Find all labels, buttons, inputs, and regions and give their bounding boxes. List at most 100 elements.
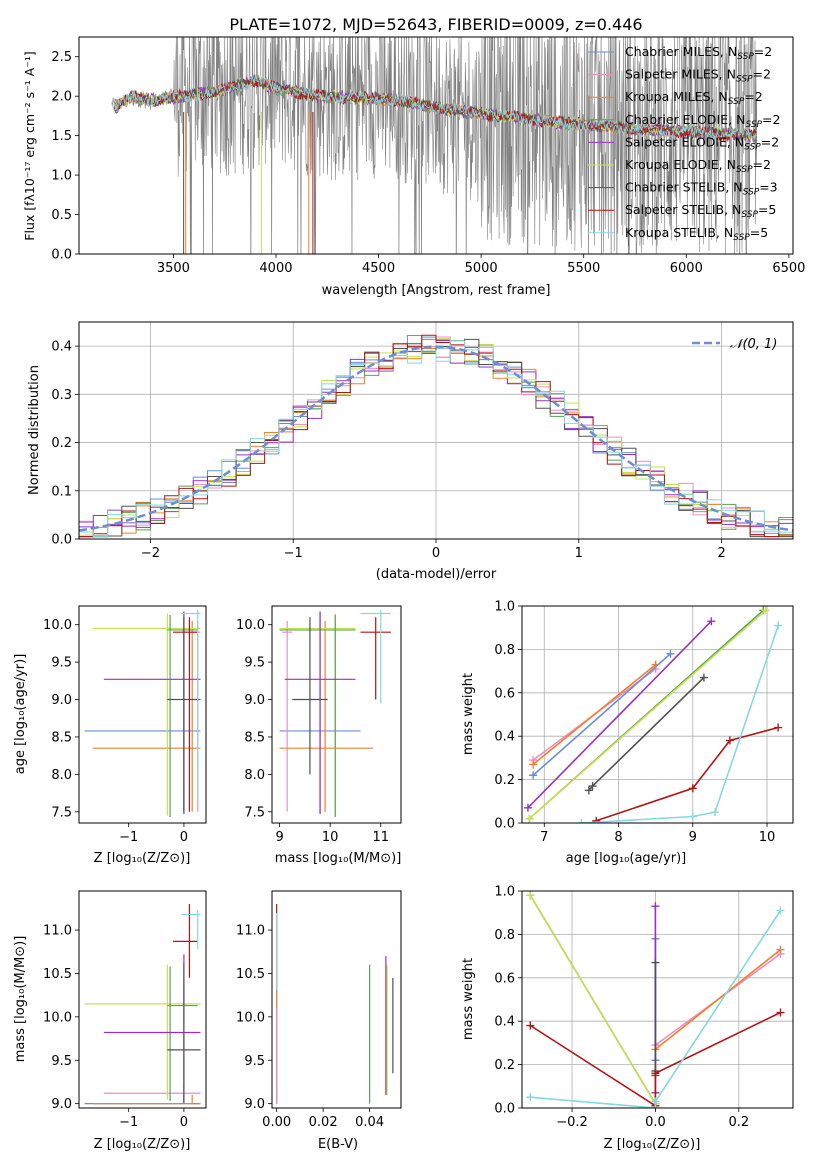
weight-marker (711, 808, 720, 817)
weight-line-4 (527, 620, 712, 809)
weight-line-8 (595, 726, 779, 822)
residual-histogram-panel: −2 −1 0 1 2 0.0 0.1 0.2 0.3 0.4 𝒩(0, 1) (data-model… (27, 321, 794, 582)
y-tick-label: 1.0 (494, 885, 515, 900)
y-tick-label: 10.5 (236, 967, 265, 982)
y-tick-label: 10.0 (236, 618, 265, 633)
y-tick-label: 9.5 (244, 656, 265, 671)
weight-marker (776, 945, 785, 954)
weight-marker (651, 958, 660, 967)
x-tick-label: 4000 (259, 261, 292, 276)
x-tick-label: 3500 (157, 261, 190, 276)
y-tick-label: 0.4 (494, 730, 515, 745)
y-axis-label: mass weight (461, 673, 476, 755)
x-tick-label: 5500 (567, 261, 600, 276)
x-tick-label: −2 (141, 546, 160, 561)
legend: Chabrier MILES, NSSP=2 Salpeter MILES, NS… (588, 44, 780, 243)
x-tick-label: 11 (372, 830, 389, 845)
x-tick-label: −1 (284, 546, 303, 561)
weight-marker (774, 621, 783, 630)
x-tick-label: 0.0 (645, 1115, 666, 1130)
mass-vs-extinction-panel: 0.00 0.02 0.04 9.0 9.5 10.0 10.5 11.0 E(B-V) (236, 890, 402, 1152)
legend-label: Chabrier STELIB, NSSP=3 (625, 180, 778, 198)
plot-area (84, 609, 201, 818)
weight-marker (526, 891, 535, 900)
x-axis-label: Z [log₁₀(Z/Z⊙)] (604, 1137, 701, 1152)
legend-label: Kroupa ELODIE, NSSP=2 (625, 157, 771, 175)
y-axis-label: mass weight (461, 958, 476, 1040)
axes-frame (521, 890, 794, 1109)
weight-marker (526, 1021, 535, 1030)
weight-marker (584, 786, 593, 795)
y-tick-label: 8.5 (244, 730, 265, 745)
x-axis-label: Z [log₁₀(Z/Z⊙)] (94, 851, 191, 866)
axes-frame (78, 605, 207, 824)
legend-label: 𝒩(0, 1) (730, 337, 777, 352)
legend-label: Kroupa MILES, NSSP=2 (625, 89, 763, 107)
plot-area (79, 334, 793, 538)
axes-frame (271, 605, 402, 824)
legend-label: Salpeter ELODIE, NSSP=2 (625, 134, 779, 152)
plot-area (111, 37, 758, 254)
mass-vs-metallicity-panel: −1 0 9.0 9.5 10.0 10.5 11.0 Z [log₁₀(Z/Z⊙)] mass… (13, 890, 207, 1152)
weight-marker (666, 649, 675, 658)
weight-line-6 (529, 894, 657, 1105)
x-axis-label: E(B-V) (318, 1137, 358, 1152)
x-tick-label: 0.2 (728, 1115, 749, 1130)
weight-line-8 (529, 1011, 781, 1108)
weight-marker (774, 723, 783, 732)
y-tick-label: 2.0 (51, 90, 72, 105)
y-tick-label: 10.5 (43, 967, 72, 982)
weight-vs-metallicity-panel: −0.2 0.0 0.2 0.0 0.2 0.4 0.6 0.8 1.0 Z [log₁₀(Z/Z… (461, 885, 794, 1152)
y-tick-label: 8.0 (51, 768, 72, 783)
y-tick-label: 0.1 (51, 484, 72, 499)
plot-area (279, 609, 391, 818)
weight-marker (525, 814, 534, 823)
x-tick-label: −1 (119, 830, 138, 845)
weight-marker (761, 606, 770, 615)
y-tick-label: 0.0 (51, 248, 72, 263)
weight-line-3 (532, 653, 672, 776)
weight-marker (776, 1008, 785, 1017)
weight-marker (725, 736, 734, 745)
weight-marker (699, 673, 708, 682)
plot-area (276, 904, 394, 1104)
axes-frame (271, 890, 402, 1109)
y-tick-label: 11.0 (43, 924, 72, 939)
y-tick-label: 0.0 (494, 1102, 515, 1117)
weight-marker (651, 1069, 660, 1078)
weight-marker (592, 816, 601, 823)
observed-spectrum (111, 37, 758, 254)
x-tick-label: 8 (614, 830, 622, 845)
axes-frame (78, 321, 794, 540)
weight-marker (688, 812, 697, 821)
x-tick-label: 0 (180, 830, 188, 845)
weight-marker (651, 902, 660, 911)
y-tick-label: 0.6 (494, 971, 515, 986)
y-axis-label: mass [log₁₀(M/M⊙)] (13, 936, 28, 1063)
y-tick-label: 10.0 (236, 1010, 265, 1025)
x-tick-label: 9 (275, 830, 283, 845)
y-tick-label: 9.5 (244, 1054, 265, 1069)
weight-marker (577, 819, 586, 823)
legend-label: Chabrier ELODIE, NSSP=2 (625, 112, 780, 130)
weight-marker (707, 617, 716, 626)
y-tick-label: 0.0 (51, 533, 72, 548)
y-axis-label: Flux [fλ10⁻¹⁷ erg cm⁻² s⁻¹ A⁻¹] (22, 51, 37, 240)
y-tick-label: 9.0 (51, 1097, 72, 1112)
y-tick-label: 0.2 (51, 436, 72, 451)
y-tick-label: 0.4 (494, 1015, 515, 1030)
y-tick-label: 9.5 (51, 1054, 72, 1069)
y-tick-label: 0.8 (494, 643, 515, 658)
y-tick-label: 9.0 (244, 1097, 265, 1112)
gaussian-curve (79, 345, 793, 532)
axes-frame (78, 890, 207, 1109)
weight-marker (776, 906, 785, 915)
legend-label: Kroupa STELIB, NSSP=5 (625, 225, 768, 243)
weight-line-2 (532, 663, 657, 766)
y-tick-label: 9.0 (51, 693, 72, 708)
weight-marker (529, 760, 538, 769)
x-tick-label: 5000 (465, 261, 498, 276)
x-tick-label: 0.04 (355, 1115, 384, 1130)
weight-marker (588, 782, 597, 791)
y-tick-label: 0.6 (494, 686, 515, 701)
